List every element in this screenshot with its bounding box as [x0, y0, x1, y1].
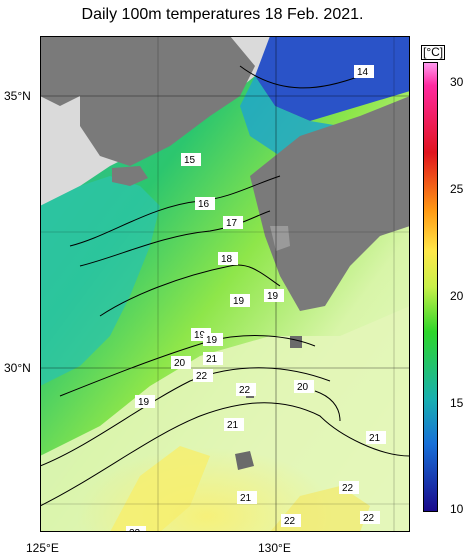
isotherm-label: 22 — [342, 483, 354, 494]
isotherm-label: 19 — [233, 296, 245, 307]
isotherm-label: 22 — [196, 371, 208, 382]
map-svg: 14 15 16 17 18 19 19 19 19 20 21 22 22 1… — [40, 36, 410, 532]
island — [290, 336, 302, 348]
cold-water-region — [255, 36, 410, 121]
isotherm-label: 15 — [184, 155, 196, 166]
isotherm-label: 20 — [297, 382, 309, 393]
isotherm-label: 19 — [267, 291, 279, 302]
lat-label-35n: 35°N — [4, 89, 31, 103]
jeju-island — [112, 166, 148, 186]
colorbar-gradient — [424, 63, 437, 511]
china-coast — [40, 36, 80, 106]
map-border — [40, 36, 410, 532]
chart-title: Daily 100m temperatures 18 Feb. 2021. — [81, 6, 364, 23]
colorbar-unit: [°C] — [421, 45, 446, 60]
isotherm-label: 17 — [226, 218, 238, 229]
isotherm-label: 21 — [227, 420, 239, 431]
lon-label-125e: 125°E — [26, 541, 59, 555]
colorbar-tick: 30 — [450, 75, 464, 89]
kyushu — [250, 96, 410, 311]
graticule — [40, 36, 410, 532]
isotherm-label: 14 — [357, 67, 369, 78]
isotherm-label-group: 14 15 16 17 18 19 19 19 19 20 21 22 22 1… — [126, 65, 386, 532]
isotherm-label: 21 — [240, 493, 252, 504]
isotherm-label: 22 — [239, 385, 251, 396]
isotherm-label: 22 — [363, 513, 375, 524]
lon-label-130e: 130°E — [258, 541, 291, 555]
colorbar-tick: 20 — [450, 289, 464, 303]
colorbar-tick: 10 — [450, 502, 464, 516]
isotherm-label: 16 — [198, 199, 210, 210]
isotherm-label: 18 — [221, 254, 233, 265]
isotherm-label: 22 — [129, 528, 141, 532]
isotherm-label: 21 — [206, 354, 218, 365]
colorbar-tick: 15 — [450, 396, 464, 410]
lat-label-30n: 30°N — [4, 361, 31, 375]
colorbar-tick: 25 — [450, 182, 464, 196]
korean-peninsula — [80, 36, 255, 166]
isotherm-label: 19 — [138, 397, 150, 408]
map-panel: 14 15 16 17 18 19 19 19 19 20 21 22 22 1… — [40, 36, 410, 532]
isotherm-label: 21 — [369, 433, 381, 444]
isotherm-label: 19 — [194, 330, 206, 341]
isotherm-label: 19 — [206, 335, 218, 346]
colorbar — [423, 62, 438, 512]
island — [235, 451, 254, 470]
isotherm-label: 22 — [284, 516, 296, 527]
isotherm-label: 20 — [174, 358, 186, 369]
